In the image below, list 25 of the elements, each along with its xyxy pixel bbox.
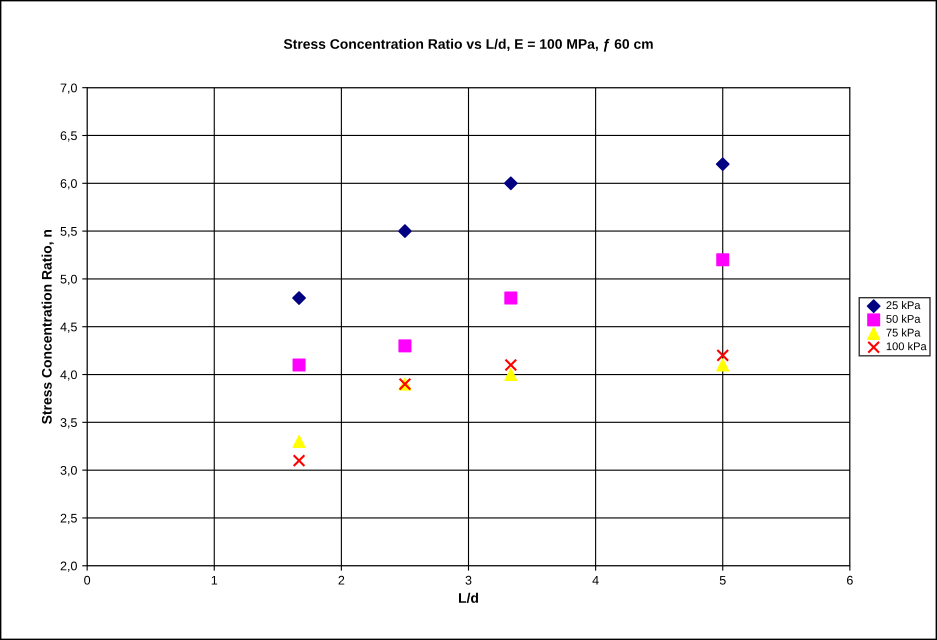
legend-label: 100 kPa <box>886 342 927 350</box>
x-tick-label: 4 <box>592 576 599 585</box>
y-tick-label: 6,0 <box>60 179 77 190</box>
legend-label: 75 kPa <box>886 328 920 337</box>
y-tick-label: 6,5 <box>60 131 77 142</box>
y-tick-label: 2,5 <box>60 514 77 524</box>
y-tick-label: 3,5 <box>60 418 77 428</box>
x-tick-label: 1 <box>212 576 218 585</box>
y-tick-label: 7,0 <box>60 83 77 94</box>
y-tick-label: 4,5 <box>60 322 77 333</box>
legend-label: 50 kPa <box>886 314 920 323</box>
x-axis-title: L/d <box>459 592 478 604</box>
x-tick-label: 6 <box>847 576 853 585</box>
legend-label: 25 kPa <box>886 301 920 310</box>
x-tick-label: 5 <box>720 576 726 585</box>
chart-title: Stress Concentration Ratio vs L/d, E = 100 MPa, ƒ 60 cm <box>284 38 653 52</box>
y-tick-label: 2,0 <box>60 562 77 572</box>
y-tick-label: 5,5 <box>60 227 77 238</box>
y-tick-label: 3,0 <box>60 466 77 476</box>
x-tick-label: 3 <box>466 576 472 585</box>
x-tick-label: 2 <box>338 576 344 585</box>
y-tick-label: 4,0 <box>60 370 77 381</box>
x-tick-label: 0 <box>84 576 90 585</box>
y-axis-title: Stress Concentration Ratio, n <box>42 230 54 424</box>
y-tick-label: 5,0 <box>60 274 77 286</box>
